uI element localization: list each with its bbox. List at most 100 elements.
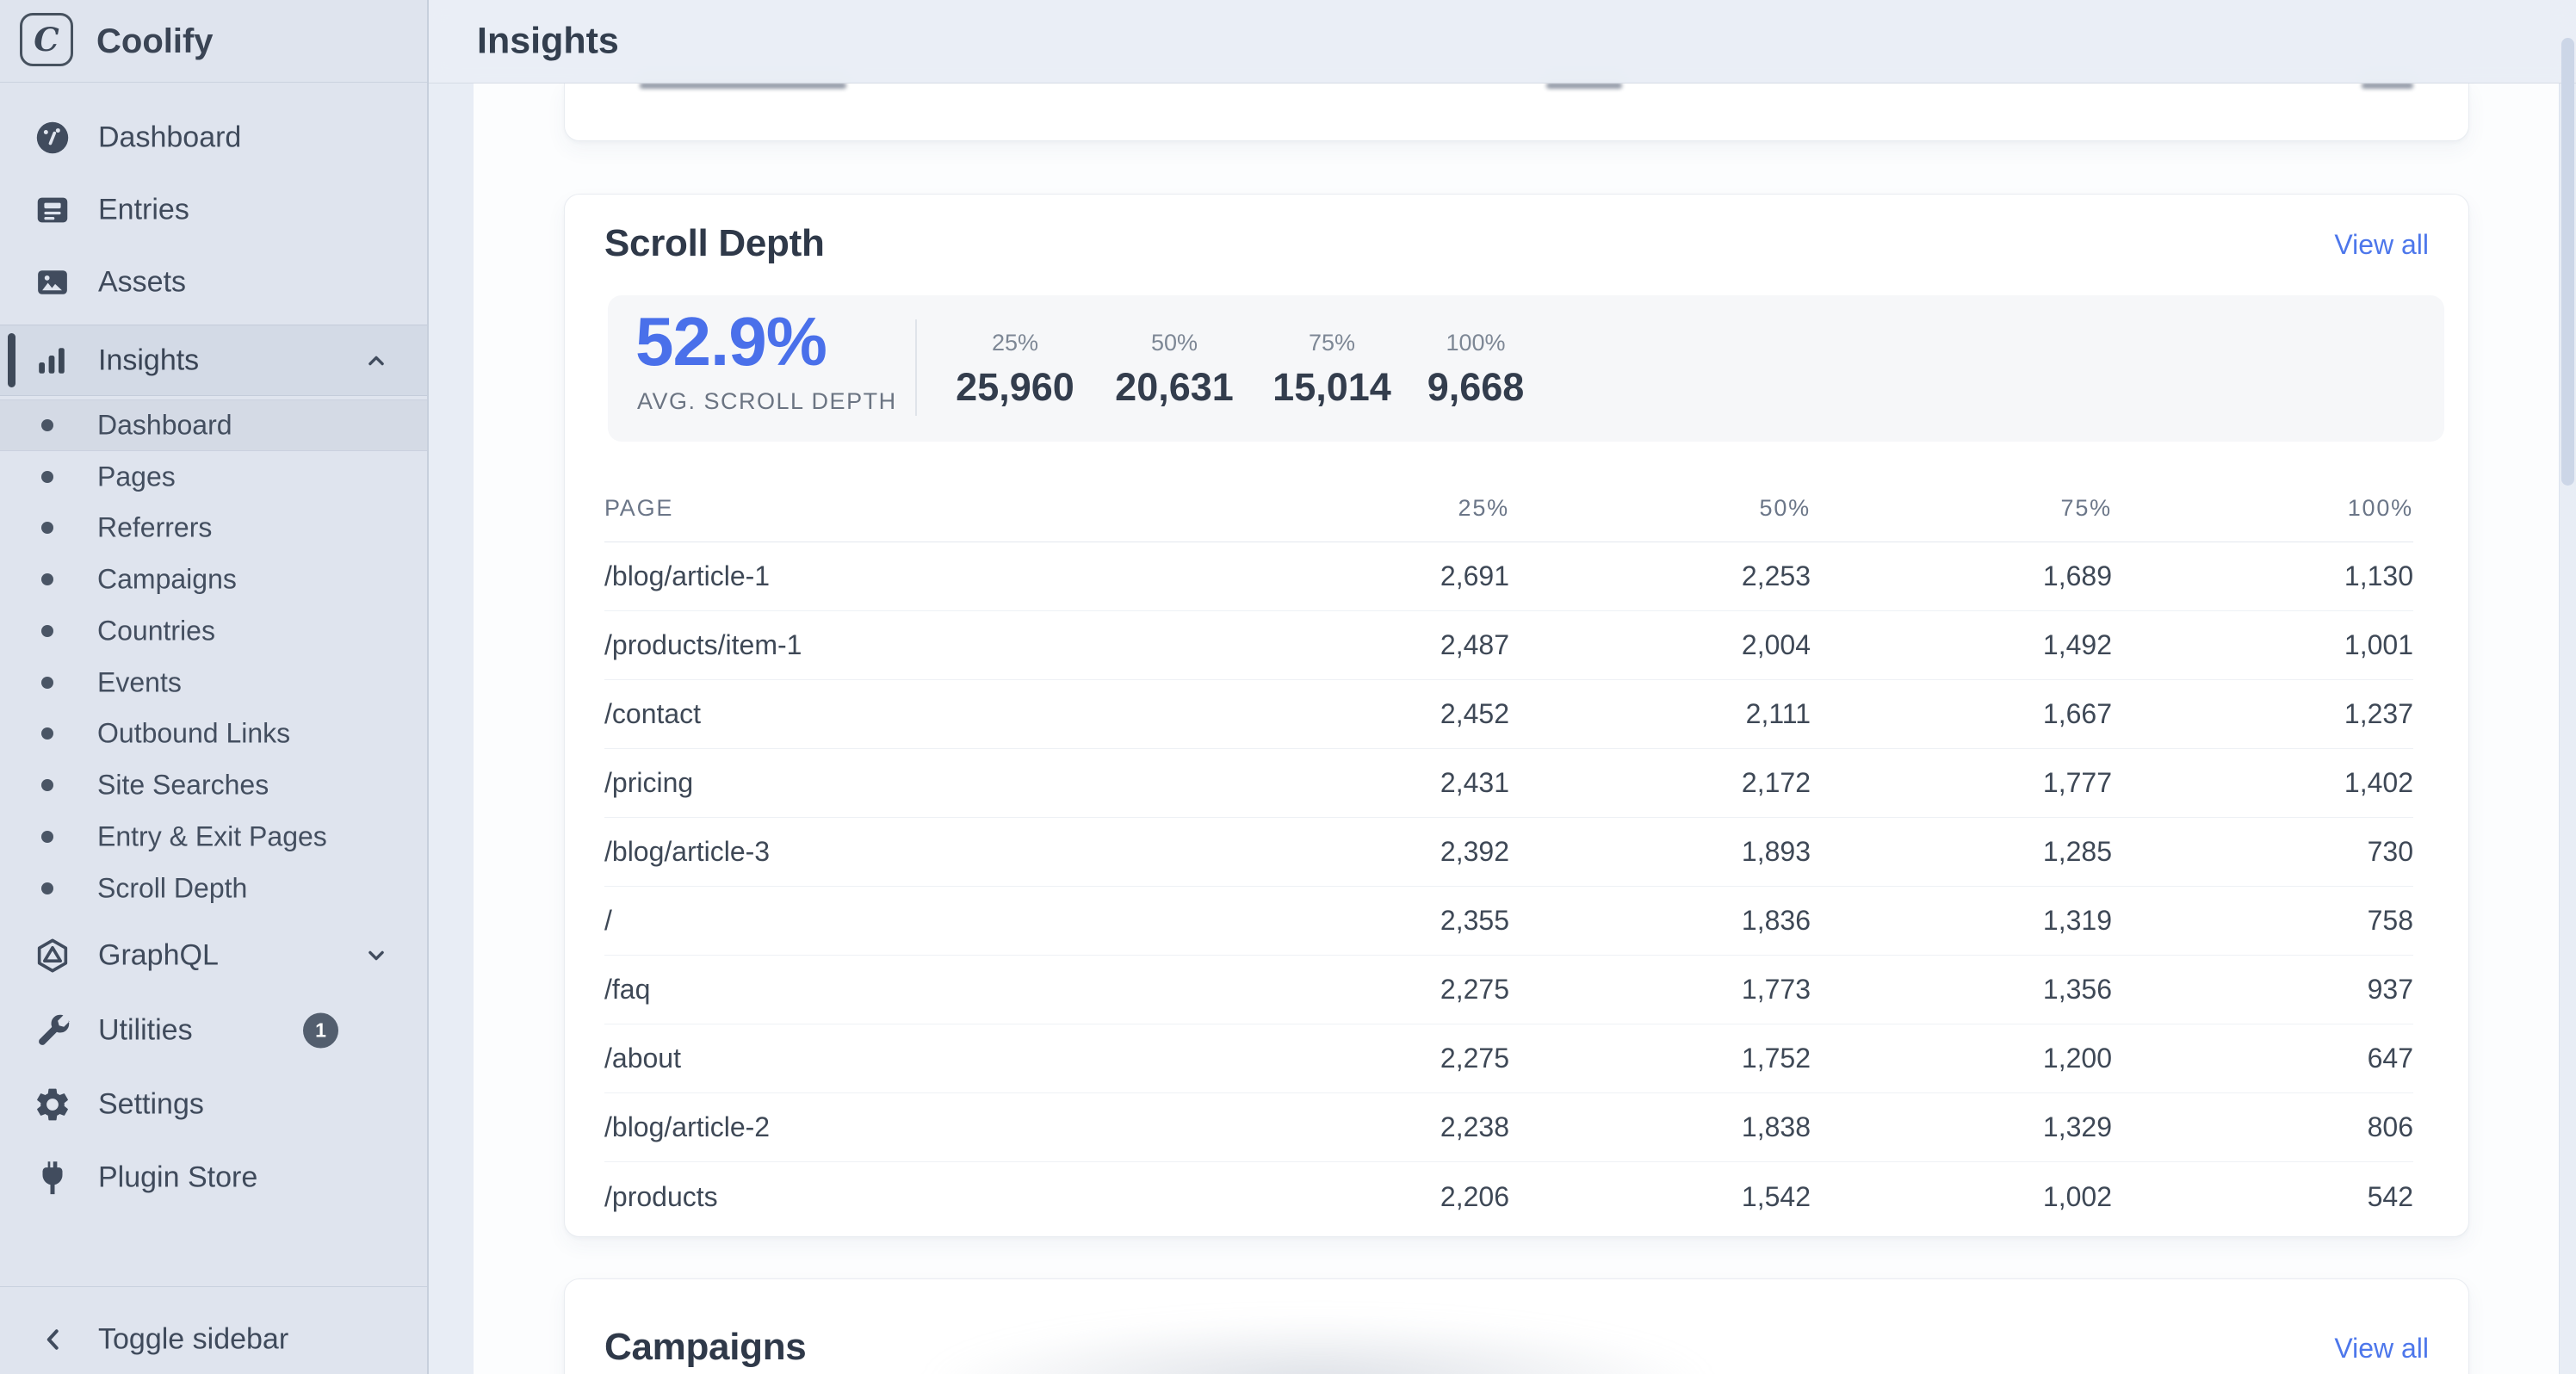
value-cell: 730 bbox=[2367, 836, 2413, 867]
value-cell: 2,172 bbox=[1741, 767, 1811, 798]
sidebar-item-assets[interactable]: Assets bbox=[0, 255, 427, 310]
bullet-icon bbox=[41, 779, 53, 791]
bullet-icon bbox=[41, 573, 53, 585]
plug-icon bbox=[33, 1158, 72, 1198]
page-cell: /contact bbox=[604, 698, 702, 729]
bullet-icon bbox=[41, 677, 53, 689]
table-header: PAGE 25% 50% 75% 100% bbox=[604, 475, 2413, 542]
gauge-icon bbox=[33, 118, 72, 158]
sidebar-item-label: GraphQL bbox=[98, 938, 219, 972]
submenu-item-site-searches[interactable]: Site Searches bbox=[0, 759, 427, 811]
table-row: /pricing 2,431 2,172 1,777 1,402 bbox=[604, 749, 2413, 818]
table-row: /faq 2,275 1,773 1,356 937 bbox=[604, 956, 2413, 1024]
value-cell: 1,002 bbox=[2042, 1180, 2112, 1212]
hexagon-icon bbox=[33, 936, 72, 975]
value-cell: 1,492 bbox=[2042, 629, 2112, 660]
newspaper-icon bbox=[33, 190, 72, 230]
table-body: /blog/article-1 2,691 2,253 1,689 1,130 /pro… bbox=[604, 542, 2413, 1231]
value-cell: 2,253 bbox=[1741, 560, 1811, 591]
sidebar-item-dashboard[interactable]: Dashboard bbox=[0, 110, 427, 165]
bullet-icon bbox=[41, 471, 53, 483]
value-cell: 2,452 bbox=[1440, 698, 1509, 729]
value-cell: 2,392 bbox=[1440, 836, 1509, 867]
value-cell: 2,275 bbox=[1440, 974, 1509, 1005]
sidebar-item-label: Entries bbox=[98, 193, 189, 226]
utilities-count-badge: 1 bbox=[303, 1012, 338, 1049]
value-cell: 1,689 bbox=[2042, 560, 2112, 591]
campaigns-view-all-link[interactable]: View all bbox=[2334, 1333, 2429, 1364]
table-row: /products 2,206 1,542 1,002 542 bbox=[604, 1162, 2413, 1231]
value-cell: 1,773 bbox=[1741, 974, 1811, 1005]
milestone-label: 50% bbox=[1150, 330, 1198, 356]
avg-scroll-depth-label: AVG. SCROLL DEPTH bbox=[637, 388, 897, 414]
submenu-item-entry-exit-pages[interactable]: Entry & Exit Pages bbox=[0, 811, 427, 863]
submenu-item-label: Campaigns bbox=[97, 563, 237, 595]
milestone-label: 100% bbox=[1446, 330, 1506, 356]
wrench-icon bbox=[33, 1011, 72, 1050]
page-cell: /pricing bbox=[604, 767, 694, 798]
brand-logo[interactable]: C bbox=[20, 13, 73, 66]
vertical-scrollbar-thumb[interactable] bbox=[2561, 38, 2574, 486]
value-cell: 937 bbox=[2367, 974, 2413, 1005]
submenu-item-label: Pages bbox=[97, 461, 176, 492]
value-cell: 2,691 bbox=[1440, 560, 1509, 591]
submenu-item-label: Entry & Exit Pages bbox=[97, 820, 327, 852]
value-cell: 2,487 bbox=[1440, 629, 1509, 660]
submenu-item-campaigns[interactable]: Campaigns bbox=[0, 554, 427, 605]
table-row: /products/item-1 2,487 2,004 1,492 1,001 bbox=[604, 611, 2413, 680]
brand-name: Coolify bbox=[96, 22, 214, 60]
bullet-icon bbox=[41, 522, 53, 534]
bullet-icon bbox=[41, 419, 53, 431]
submenu-item-label: Scroll Depth bbox=[97, 872, 248, 904]
column-header-50: 50% bbox=[1759, 495, 1811, 521]
value-cell: 1,836 bbox=[1741, 905, 1811, 936]
bar-chart-icon bbox=[31, 340, 72, 381]
table-row: /blog/article-2 2,238 1,838 1,329 806 bbox=[604, 1093, 2413, 1162]
sidebar: C Coolify Dashboard Entries Assets Insig… bbox=[0, 0, 429, 1374]
sidebar-item-graphql[interactable]: GraphQL bbox=[0, 928, 427, 983]
value-cell: 1,402 bbox=[2344, 767, 2413, 798]
sidebar-item-plugin-store[interactable]: Plugin Store bbox=[0, 1150, 427, 1205]
value-cell: 2,111 bbox=[1745, 698, 1811, 729]
submenu-item-outbound-links[interactable]: Outbound Links bbox=[0, 708, 427, 759]
submenu-item-pages[interactable]: Pages bbox=[0, 451, 427, 503]
bullet-icon bbox=[41, 882, 53, 894]
submenu-item-countries[interactable]: Countries bbox=[0, 605, 427, 657]
submenu-item-events[interactable]: Events bbox=[0, 657, 427, 709]
campaigns-card: Campaigns View all bbox=[564, 1278, 2469, 1374]
scroll-depth-summary: 52.9% AVG. SCROLL DEPTH 25% 25,960 50% 2… bbox=[608, 295, 2444, 442]
value-cell: 1,285 bbox=[2042, 836, 2112, 867]
table-row: /blog/article-1 2,691 2,253 1,689 1,130 bbox=[604, 542, 2413, 611]
sidebar-item-entries[interactable]: Entries bbox=[0, 183, 427, 238]
bullet-icon bbox=[41, 727, 53, 740]
sidebar-item-settings[interactable]: Settings bbox=[0, 1077, 427, 1132]
bullet-icon bbox=[41, 831, 53, 843]
chevron-left-icon bbox=[38, 1324, 69, 1355]
submenu-item-dashboard[interactable]: Dashboard bbox=[0, 399, 427, 451]
milestone-value: 25,960 bbox=[956, 365, 1074, 409]
milestone-label: 25% bbox=[991, 330, 1039, 356]
scroll-depth-title: Scroll Depth bbox=[604, 222, 825, 264]
submenu-item-referrers[interactable]: Referrers bbox=[0, 502, 427, 554]
toggle-sidebar-button[interactable]: Toggle sidebar bbox=[0, 1312, 427, 1367]
sidebar-item-label: Utilities bbox=[98, 1013, 193, 1047]
milestone-25: 25% 25,960 bbox=[956, 295, 1074, 408]
value-cell: 1,752 bbox=[1741, 1043, 1811, 1074]
scroll-depth-view-all-link[interactable]: View all bbox=[2334, 229, 2429, 260]
page-cell: /blog/article-3 bbox=[604, 836, 771, 867]
partial-card-above bbox=[564, 83, 2469, 141]
gear-icon bbox=[33, 1085, 72, 1124]
value-cell: 1,667 bbox=[2042, 698, 2112, 729]
clipped-text-fragment bbox=[1546, 83, 1622, 89]
blurred-content-placeholder bbox=[771, 1293, 1865, 1374]
sidebar-item-utilities[interactable]: Utilities 1 bbox=[0, 1003, 427, 1058]
summary-divider bbox=[915, 319, 917, 416]
sidebar-item-insights[interactable]: Insights bbox=[0, 325, 427, 396]
value-cell: 1,200 bbox=[2042, 1043, 2112, 1074]
submenu-item-scroll-depth[interactable]: Scroll Depth bbox=[0, 863, 427, 914]
milestone-label: 75% bbox=[1308, 330, 1356, 356]
value-cell: 2,206 bbox=[1440, 1180, 1509, 1212]
value-cell: 806 bbox=[2367, 1111, 2413, 1142]
value-cell: 1,319 bbox=[2042, 905, 2112, 936]
